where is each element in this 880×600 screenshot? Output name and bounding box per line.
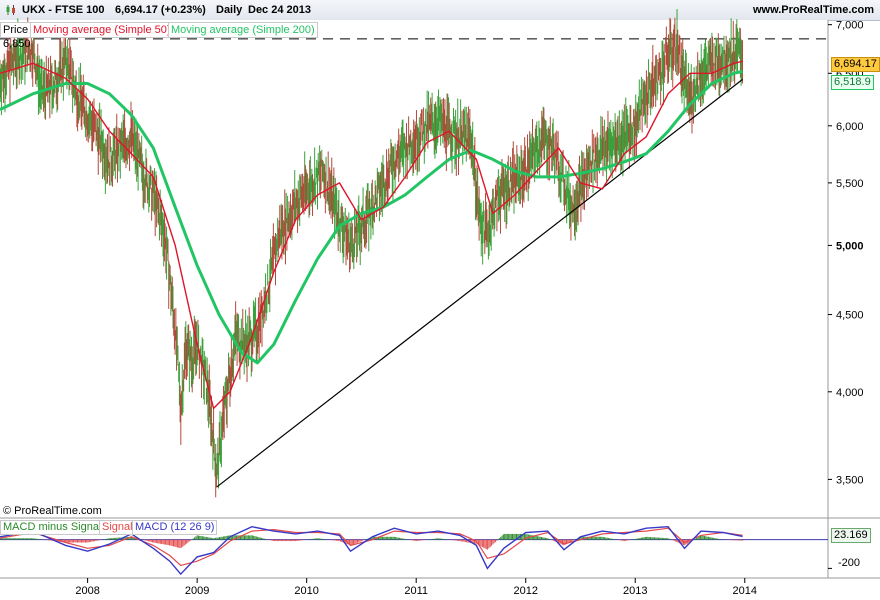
site-label: www.ProRealTime.com xyxy=(752,4,874,16)
y-tick-label: 4,000 xyxy=(836,387,864,399)
resistance-label: 6,850 xyxy=(3,38,31,50)
period-label: Daily xyxy=(216,4,243,16)
x-tick-label: 2012 xyxy=(513,585,537,597)
legend-price: Price xyxy=(0,22,31,38)
x-tick-label: 2010 xyxy=(294,585,318,597)
macd-line xyxy=(0,525,743,576)
legend-macd: MACD (12 26 9) xyxy=(132,520,218,535)
x-tick-label: 2011 xyxy=(404,585,428,597)
x-tick-label: 2014 xyxy=(733,585,757,597)
last-price-label: 6,694.17 (+0.23%) xyxy=(115,4,206,16)
y-tick-label: 5,500 xyxy=(836,178,864,190)
x-tick-label: 2009 xyxy=(185,585,209,597)
copyright-label: © ProRealTime.com xyxy=(3,505,102,517)
macd-value-tag: 23.169 xyxy=(831,528,871,543)
trendline xyxy=(216,78,743,488)
y-tick-label: 7,000 xyxy=(836,20,864,32)
legend-macd-signal: Signal xyxy=(99,520,136,535)
y-tick-label: 6,000 xyxy=(836,121,864,133)
legend-macd-hist: MACD minus Signal xyxy=(0,520,105,535)
candlestick-icon xyxy=(6,5,15,15)
y-tick-label: 5,000 xyxy=(836,240,864,252)
y-tick-label: 4,500 xyxy=(836,310,864,322)
y-tick-label: 3,500 xyxy=(836,474,864,486)
chart-title-bar: UKX - FTSE 100 6,694.17 (+0.23%) Daily D… xyxy=(0,0,880,21)
macd-tick-label: -200 xyxy=(838,557,861,569)
last-price-tag: 6,694.17 xyxy=(831,57,880,72)
ma50-line xyxy=(0,60,743,410)
date-label: Dec 24 2013 xyxy=(248,4,311,16)
ma200-tag: 6,518.9 xyxy=(831,75,874,90)
legend-ma50: Moving average (Simple 50) xyxy=(30,22,174,38)
instrument-label: UKX - FTSE 100 xyxy=(22,4,105,16)
x-tick-label: 2013 xyxy=(623,585,647,597)
x-tick-label: 2008 xyxy=(75,585,99,597)
legend-ma200: Moving average (Simple 200) xyxy=(168,22,318,38)
